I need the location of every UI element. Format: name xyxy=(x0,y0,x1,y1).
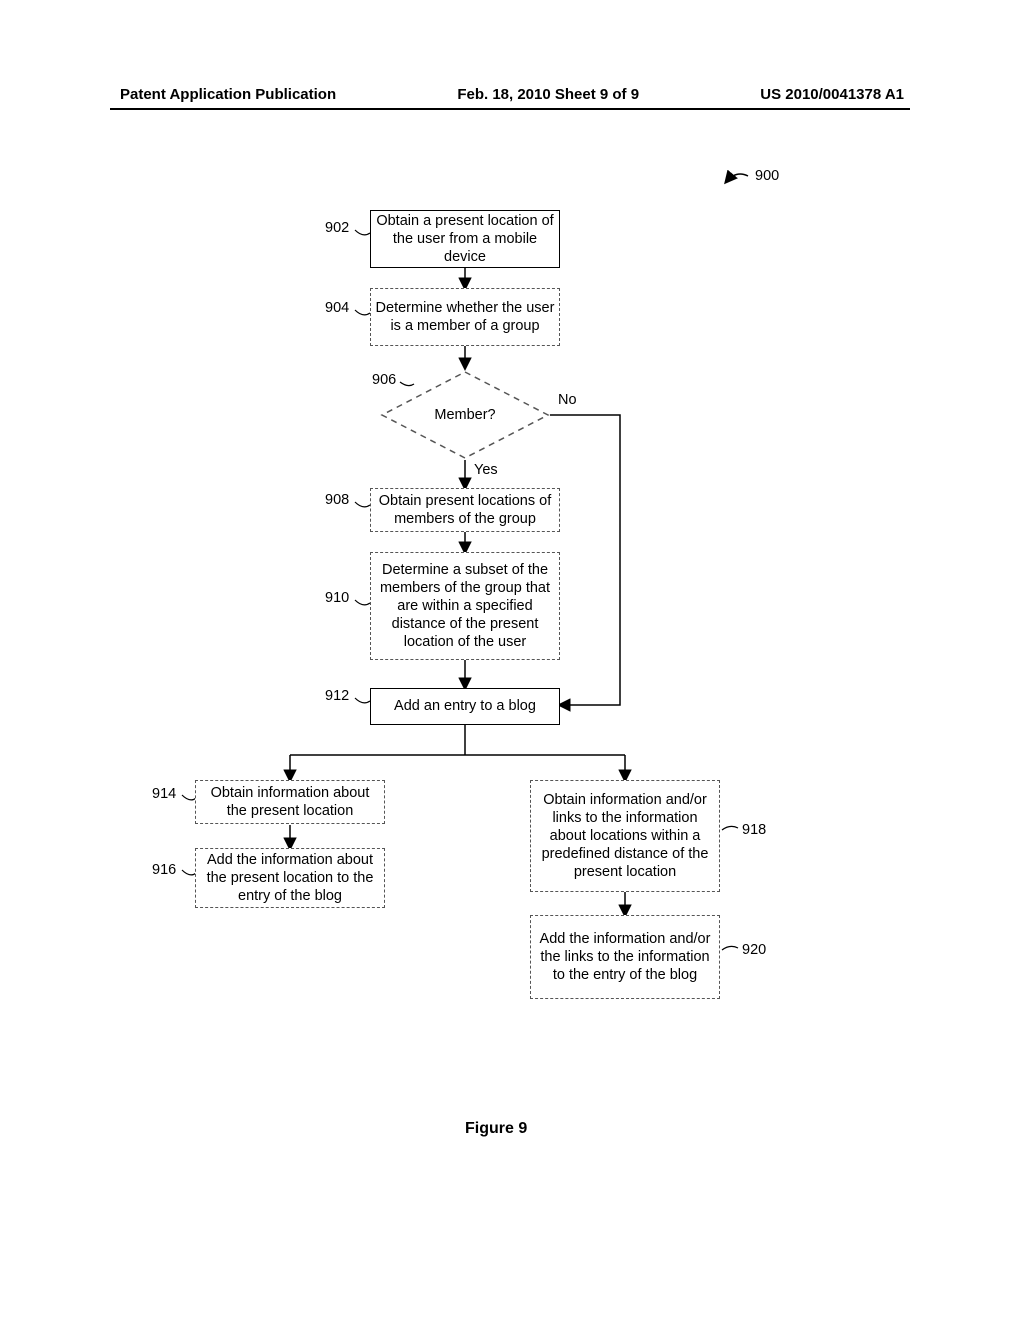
node-908-text: Obtain present locations of members of t… xyxy=(375,492,555,528)
header-rule xyxy=(110,108,910,110)
ref-910: 910 xyxy=(325,590,349,606)
node-904: Determine whether the user is a member o… xyxy=(370,288,560,346)
yes-label: Yes xyxy=(474,462,498,478)
node-914-text: Obtain information about the present loc… xyxy=(200,784,380,820)
header-right: US 2010/0041378 A1 xyxy=(760,86,904,103)
ref-920: 920 xyxy=(742,942,766,958)
ref-902: 902 xyxy=(325,220,349,236)
flowchart-diagram: 900 xyxy=(0,150,1024,1150)
node-920-text: Add the information and/or the links to … xyxy=(535,930,715,984)
node-918: Obtain information and/or links to the i… xyxy=(530,780,720,892)
ref-900: 900 xyxy=(755,168,779,184)
node-916-text: Add the information about the present lo… xyxy=(200,851,380,905)
node-912-text: Add an entry to a blog xyxy=(394,697,536,715)
node-908: Obtain present locations of members of t… xyxy=(370,488,560,532)
node-920: Add the information and/or the links to … xyxy=(530,915,720,999)
ref-916: 916 xyxy=(152,862,176,878)
header-center: Feb. 18, 2010 Sheet 9 of 9 xyxy=(457,86,639,103)
ref-914: 914 xyxy=(152,786,176,802)
node-902: Obtain a present location of the user fr… xyxy=(370,210,560,268)
node-906-diamond: Member? xyxy=(380,370,550,460)
ref-912: 912 xyxy=(325,688,349,704)
page-header: Patent Application Publication Feb. 18, … xyxy=(0,86,1024,103)
header-left: Patent Application Publication xyxy=(120,86,336,103)
ref-904: 904 xyxy=(325,300,349,316)
node-906-text: Member? xyxy=(380,407,550,423)
node-910-text: Determine a subset of the members of the… xyxy=(375,561,555,652)
figure-caption: Figure 9 xyxy=(465,1120,527,1138)
node-916: Add the information about the present lo… xyxy=(195,848,385,908)
node-912: Add an entry to a blog xyxy=(370,688,560,725)
node-914: Obtain information about the present loc… xyxy=(195,780,385,824)
node-910: Determine a subset of the members of the… xyxy=(370,552,560,660)
node-902-text: Obtain a present location of the user fr… xyxy=(375,212,555,266)
node-904-text: Determine whether the user is a member o… xyxy=(375,299,555,335)
ref-918: 918 xyxy=(742,822,766,838)
node-918-text: Obtain information and/or links to the i… xyxy=(535,791,715,882)
ref-908: 908 xyxy=(325,492,349,508)
no-label: No xyxy=(558,392,577,408)
